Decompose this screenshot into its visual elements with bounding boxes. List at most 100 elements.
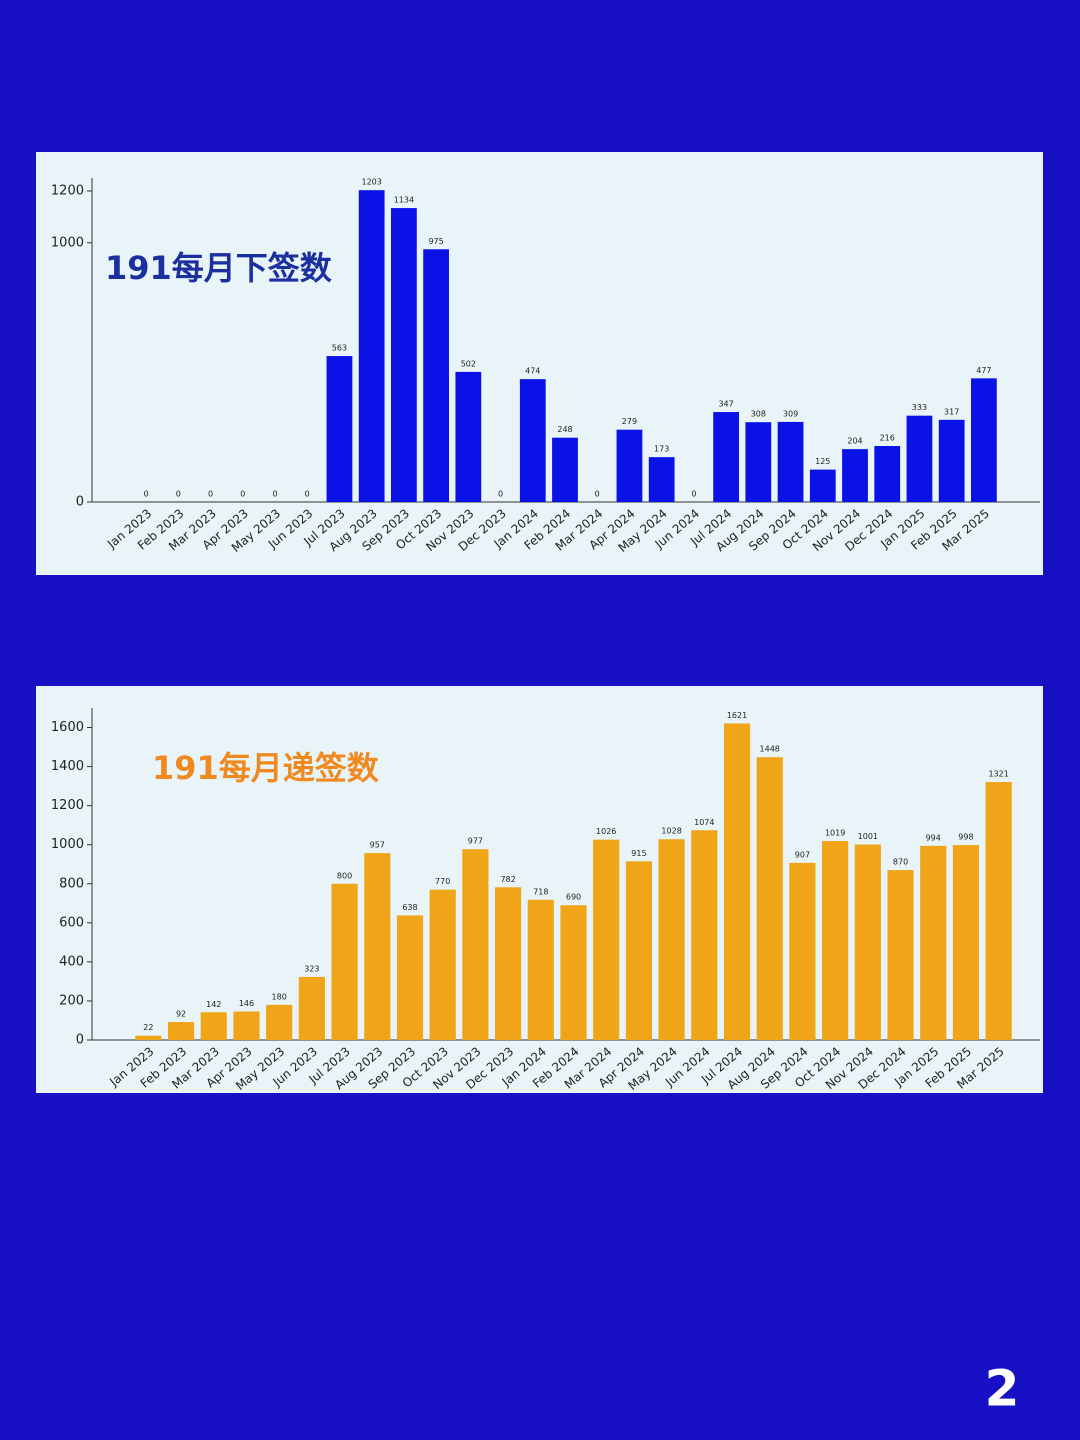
bar — [233, 1011, 260, 1040]
bar — [648, 457, 675, 502]
bar — [167, 1022, 195, 1040]
value-label: 308 — [751, 410, 766, 419]
chart-title: 191每月递签数 — [152, 749, 380, 787]
value-label: 718 — [533, 887, 548, 896]
value-label: 1028 — [661, 827, 681, 836]
y-tick-label: 1000 — [51, 235, 84, 250]
bar — [723, 723, 751, 1040]
value-label: 1448 — [760, 745, 780, 754]
value-label: 563 — [332, 344, 347, 353]
value-label: 474 — [525, 367, 540, 376]
value-label: 1203 — [361, 178, 381, 187]
y-tick-label: 1200 — [51, 183, 84, 198]
value-label: 309 — [783, 409, 798, 418]
value-label: 204 — [847, 437, 862, 446]
value-label: 0 — [305, 490, 310, 499]
value-label: 770 — [435, 877, 450, 886]
bar — [906, 415, 933, 502]
value-label: 1019 — [825, 828, 845, 837]
value-label: 1134 — [394, 196, 414, 205]
bar — [713, 412, 739, 502]
value-label: 323 — [304, 964, 319, 973]
value-label: 1321 — [988, 770, 1008, 779]
value-label: 0 — [208, 490, 213, 499]
bar — [495, 887, 522, 1040]
value-label: 317 — [944, 407, 959, 416]
value-label: 347 — [718, 400, 733, 409]
bar — [842, 449, 868, 502]
value-label: 690 — [566, 893, 581, 902]
chart-panel — [36, 152, 1043, 575]
value-label: 0 — [595, 490, 600, 499]
bar — [691, 830, 718, 1040]
bar — [593, 839, 620, 1040]
value-label: 957 — [370, 841, 385, 850]
bar — [625, 861, 652, 1040]
bar — [658, 839, 685, 1040]
y-tick-label: 1200 — [51, 798, 84, 813]
bar — [854, 844, 881, 1040]
value-label: 502 — [461, 359, 476, 368]
value-label: 975 — [428, 237, 443, 246]
bar — [200, 1012, 227, 1040]
bar — [874, 446, 901, 502]
bar — [552, 437, 578, 502]
bar — [952, 845, 980, 1040]
value-label: 1621 — [727, 711, 747, 720]
bar — [358, 190, 385, 502]
value-label: 782 — [500, 875, 515, 884]
bar — [326, 356, 353, 502]
y-tick-label: 200 — [59, 993, 84, 1008]
y-tick-label: 1000 — [51, 837, 84, 852]
bar — [809, 469, 836, 502]
value-label: 1074 — [694, 818, 714, 827]
value-label: 0 — [691, 490, 696, 499]
value-label: 92 — [176, 1010, 186, 1019]
value-label: 638 — [402, 903, 417, 912]
bar — [756, 757, 783, 1040]
value-label: 279 — [622, 417, 637, 426]
value-label: 0 — [498, 490, 503, 499]
value-label: 0 — [176, 490, 181, 499]
bar — [887, 870, 914, 1040]
y-tick-label: 0 — [76, 495, 84, 510]
bar — [462, 849, 489, 1040]
value-label: 1001 — [858, 832, 878, 841]
value-label: 0 — [272, 490, 277, 499]
bar — [822, 840, 849, 1040]
value-label: 870 — [893, 858, 908, 867]
value-label: 125 — [815, 457, 830, 466]
bar — [298, 976, 325, 1040]
bar — [971, 378, 997, 502]
value-label: 146 — [239, 999, 254, 1008]
bar — [266, 1004, 293, 1040]
y-tick-label: 400 — [59, 954, 84, 969]
y-tick-label: 800 — [59, 876, 84, 891]
value-label: 915 — [631, 849, 646, 858]
value-label: 333 — [912, 403, 927, 412]
bar — [920, 845, 947, 1040]
bar — [455, 371, 482, 502]
value-label: 994 — [926, 833, 941, 842]
chart-title: 191每月下签数 — [105, 249, 333, 287]
y-tick-label: 0 — [76, 1033, 84, 1048]
bar — [429, 889, 456, 1040]
value-label: 1026 — [596, 827, 616, 836]
y-tick-label: 600 — [59, 915, 84, 930]
value-label: 907 — [795, 850, 810, 859]
bar — [789, 862, 816, 1040]
y-tick-label: 1600 — [51, 720, 84, 735]
y-tick-label: 1400 — [51, 759, 84, 774]
bar — [560, 905, 587, 1040]
value-label: 142 — [206, 1000, 221, 1009]
bar — [519, 379, 546, 502]
bar — [135, 1035, 162, 1040]
bar — [527, 899, 554, 1040]
bar — [331, 883, 358, 1040]
bar — [777, 421, 804, 502]
bar — [396, 915, 424, 1040]
value-label: 248 — [557, 425, 572, 434]
value-label: 800 — [337, 871, 352, 880]
bar — [938, 419, 965, 502]
